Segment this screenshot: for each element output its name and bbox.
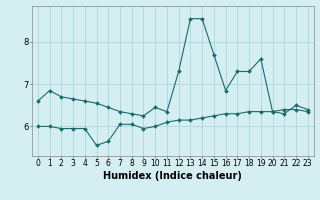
X-axis label: Humidex (Indice chaleur): Humidex (Indice chaleur) bbox=[103, 171, 242, 181]
